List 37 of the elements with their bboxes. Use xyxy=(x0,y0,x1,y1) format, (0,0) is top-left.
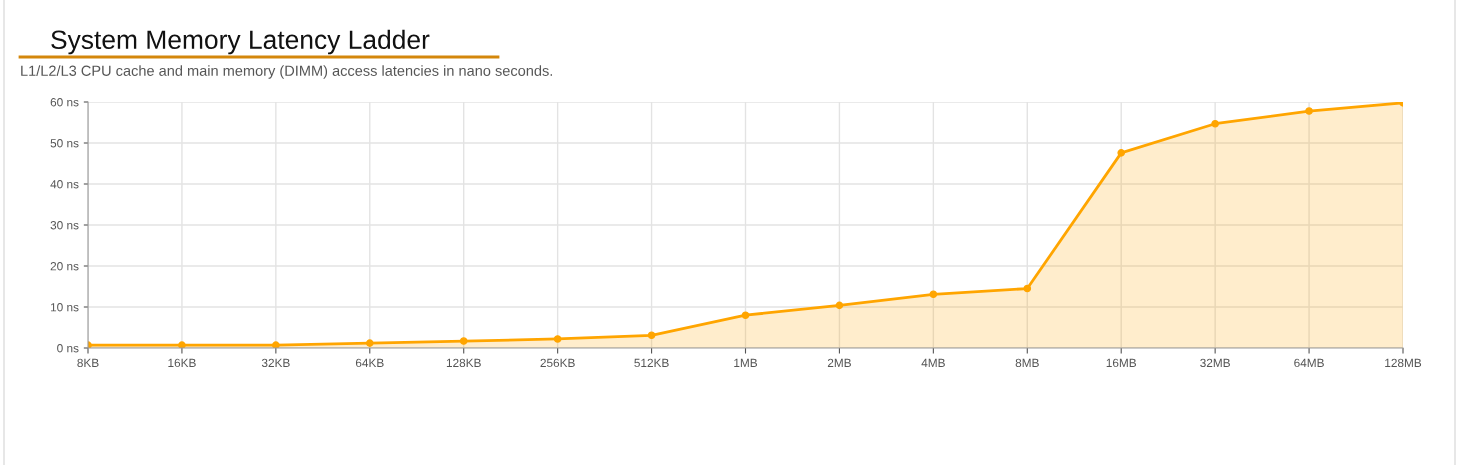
y-tick-label: 0 ns xyxy=(57,344,79,353)
x-tick-label: 2MB xyxy=(827,358,851,367)
point xyxy=(459,337,468,345)
point xyxy=(178,341,186,348)
point xyxy=(647,331,656,340)
point xyxy=(741,311,750,320)
point xyxy=(553,335,562,343)
point xyxy=(272,341,280,348)
y-tick-label: 50 ns xyxy=(50,139,79,148)
point xyxy=(929,290,938,299)
point xyxy=(365,339,374,347)
y-tick-label: 20 ns xyxy=(50,262,79,271)
point xyxy=(835,301,844,310)
x-tick-label: 8KB xyxy=(77,358,99,368)
point xyxy=(1305,107,1313,115)
x-tick-label: 256KB xyxy=(540,358,575,368)
x-tick-label: 64MB xyxy=(1294,358,1324,368)
x-tick-label: 8MB xyxy=(1015,358,1039,368)
x-tick-label: 4MB xyxy=(921,358,945,367)
point xyxy=(1023,284,1032,293)
x-tick-label: 64KB xyxy=(355,358,384,368)
x-tick-label: 16MB xyxy=(1106,358,1137,368)
y-tick-label: 60 ns xyxy=(50,98,79,107)
y-tick-label: 10 ns xyxy=(50,303,79,312)
x-tick-label: 128MB xyxy=(1385,358,1422,368)
x-tick-label: 32KB xyxy=(261,358,290,368)
point xyxy=(1211,119,1219,128)
x-tick-label: 32MB xyxy=(1200,358,1230,368)
point xyxy=(1117,149,1126,157)
x-tick-label: 16KB xyxy=(168,358,196,368)
y-tick-label: 40 ns xyxy=(50,180,79,189)
chart-subtitle: L1/L2/L3 CPU cache and main memory (DIMM) access latencies in nano seconds. xyxy=(21,65,553,79)
y-tick-label: 30 ns xyxy=(50,221,79,230)
chart-title: System Memory Latency Ladder xyxy=(51,29,430,55)
x-tick-label: 1MB xyxy=(734,358,758,367)
x-tick-label: 512KB xyxy=(634,358,669,368)
x-tick-label: 128KB xyxy=(446,358,481,368)
